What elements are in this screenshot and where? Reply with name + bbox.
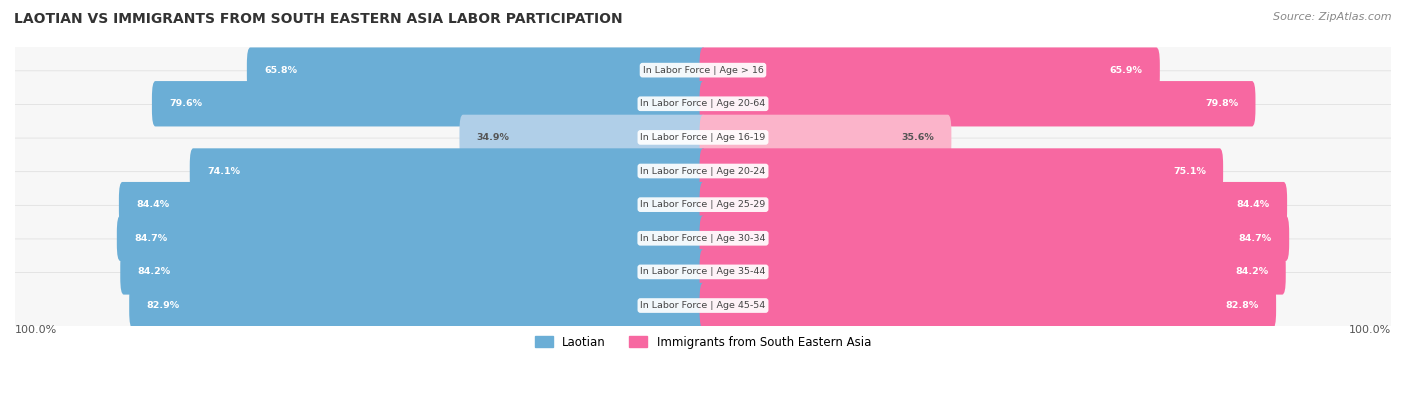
FancyBboxPatch shape [700,81,1256,126]
FancyBboxPatch shape [700,283,1277,328]
FancyBboxPatch shape [190,148,706,194]
FancyBboxPatch shape [11,273,1395,339]
FancyBboxPatch shape [700,182,1286,228]
Text: 65.9%: 65.9% [1109,66,1143,75]
Text: In Labor Force | Age 45-54: In Labor Force | Age 45-54 [640,301,766,310]
FancyBboxPatch shape [11,37,1395,103]
FancyBboxPatch shape [11,138,1395,204]
FancyBboxPatch shape [121,249,706,295]
FancyBboxPatch shape [700,47,1160,93]
Text: 100.0%: 100.0% [1348,325,1391,335]
Text: 84.7%: 84.7% [134,234,167,243]
Text: 79.6%: 79.6% [169,99,202,108]
FancyBboxPatch shape [11,104,1395,170]
Text: 79.8%: 79.8% [1205,99,1239,108]
FancyBboxPatch shape [120,182,706,228]
Text: In Labor Force | Age 30-34: In Labor Force | Age 30-34 [640,234,766,243]
FancyBboxPatch shape [11,172,1395,238]
Text: 84.2%: 84.2% [1236,267,1268,276]
FancyBboxPatch shape [152,81,706,126]
Text: 84.7%: 84.7% [1239,234,1272,243]
FancyBboxPatch shape [247,47,706,93]
Text: 82.9%: 82.9% [146,301,180,310]
FancyBboxPatch shape [11,239,1395,305]
Text: In Labor Force | Age 20-64: In Labor Force | Age 20-64 [640,99,766,108]
FancyBboxPatch shape [700,115,952,160]
Text: 82.8%: 82.8% [1226,301,1258,310]
Text: 84.4%: 84.4% [1237,200,1270,209]
Text: In Labor Force | Age 16-19: In Labor Force | Age 16-19 [640,133,766,142]
Text: 65.8%: 65.8% [264,66,297,75]
Text: In Labor Force | Age 20-24: In Labor Force | Age 20-24 [640,167,766,175]
Text: In Labor Force | Age 35-44: In Labor Force | Age 35-44 [640,267,766,276]
Text: 100.0%: 100.0% [15,325,58,335]
FancyBboxPatch shape [11,71,1395,137]
FancyBboxPatch shape [11,205,1395,271]
Text: 35.6%: 35.6% [901,133,934,142]
Text: 74.1%: 74.1% [207,167,240,175]
Text: Source: ZipAtlas.com: Source: ZipAtlas.com [1274,12,1392,22]
Text: 75.1%: 75.1% [1173,167,1206,175]
FancyBboxPatch shape [117,216,706,261]
Text: In Labor Force | Age > 16: In Labor Force | Age > 16 [643,66,763,75]
FancyBboxPatch shape [460,115,706,160]
FancyBboxPatch shape [700,216,1289,261]
Text: 34.9%: 34.9% [477,133,509,142]
Text: 84.2%: 84.2% [138,267,170,276]
FancyBboxPatch shape [700,148,1223,194]
FancyBboxPatch shape [129,283,706,328]
Text: 84.4%: 84.4% [136,200,169,209]
Text: In Labor Force | Age 25-29: In Labor Force | Age 25-29 [640,200,766,209]
Text: LAOTIAN VS IMMIGRANTS FROM SOUTH EASTERN ASIA LABOR PARTICIPATION: LAOTIAN VS IMMIGRANTS FROM SOUTH EASTERN… [14,12,623,26]
FancyBboxPatch shape [700,249,1285,295]
Legend: Laotian, Immigrants from South Eastern Asia: Laotian, Immigrants from South Eastern A… [530,331,876,353]
